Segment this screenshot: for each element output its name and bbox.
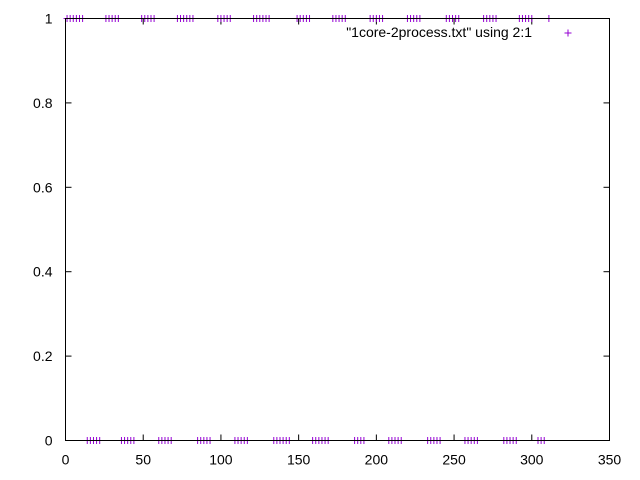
x-tick-label: 350: [598, 452, 622, 468]
y-tick-label: 0.2: [33, 348, 53, 364]
y-tick-label: 1: [45, 11, 53, 27]
legend-marker-plus: [564, 29, 572, 37]
y-tick-label: 0: [45, 433, 53, 449]
x-tick-label: 300: [520, 452, 544, 468]
x-tick-label: 250: [442, 452, 466, 468]
x-tick-label: 50: [135, 452, 151, 468]
x-tick-label: 200: [365, 452, 389, 468]
legend-marker: [564, 29, 572, 37]
y-tick-label: 0.8: [33, 95, 53, 111]
y-tick-label: 0.6: [33, 179, 53, 195]
y-tick-label: 0.4: [33, 264, 53, 280]
legend: "1core-2process.txt" using 2:1: [346, 24, 572, 40]
x-tick-label: 150: [287, 452, 311, 468]
axis-ticks: 0 50 100 150 200 250 300 350 0 0.2 0.4 0.6 0.8 1: [33, 11, 621, 468]
legend-label: "1core-2process.txt" using 2:1: [346, 24, 532, 40]
plot-frame: [65, 18, 610, 441]
x-tick-label: 0: [62, 452, 70, 468]
x-tick-label: 100: [209, 452, 233, 468]
